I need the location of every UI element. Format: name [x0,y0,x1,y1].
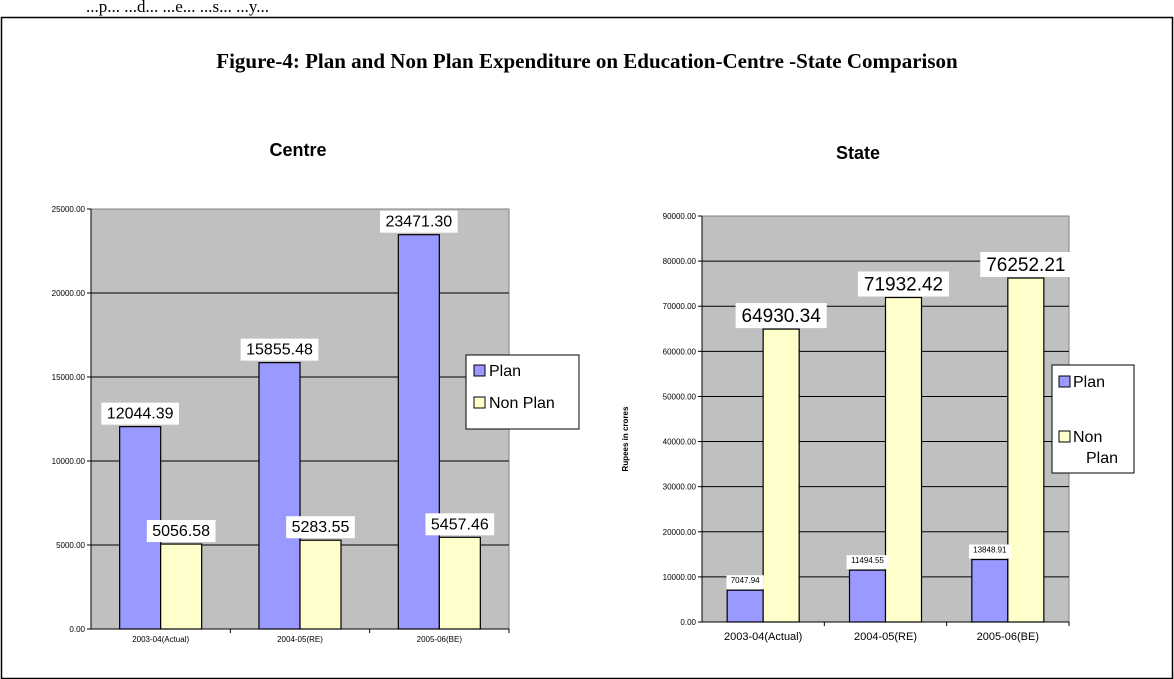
centre-legend-plan-label: Plan [489,363,521,380]
centre-data-label-bg [379,210,458,233]
centre-y-tick-label: 5000.00 [56,541,85,550]
centre-legend-plan-swatch [473,364,486,377]
centre-y-tick-label: 10000.00 [52,457,86,466]
state-y-tick-label: 50000.00 [663,392,697,401]
state-data-label-bg [968,544,1011,559]
header-text-fragment: ...p... ...d... ...e... ...s... ...y... [86,0,269,16]
centre-data-label-plan: 23471.30 [385,214,452,231]
state-data-label-non-plan: 76252.21 [986,255,1065,276]
state-bar-plan [848,569,887,623]
state-data-label-bg [846,555,889,570]
centre-legend-non-plan-swatch [473,396,486,409]
centre-x-tick-label: 2005-06(BE) [417,635,463,644]
state-legend-non-plan-swatch [1058,430,1071,443]
state-data-label-bg [735,303,827,329]
centre-bar-non-plan [160,543,203,630]
centre-bar-non-plan [299,539,342,630]
state-y-tick-label: 70000.00 [663,302,697,311]
state-data-label-bg [980,252,1072,278]
state-data-label-non-plan: 64930.34 [742,306,822,327]
centre-data-label-bg [146,520,216,543]
state-data-label-plan: 7047.94 [731,576,760,585]
state-y-tick-label: 40000.00 [663,438,697,447]
centre-y-axis: 0.00 5000.00 10000.00 15000.00 20000.00 25000… [52,205,92,634]
state-chart-title: State [836,143,880,163]
state-data-label-bg [726,575,764,590]
centre-data-label-plan: 12044.39 [107,406,174,423]
centre-y-tick-label: 20000.00 [52,289,86,298]
centre-chart-title: Centre [269,140,326,160]
centre-legend-non-plan-label: Non Plan [489,395,555,412]
centre-bar-plan [397,234,440,630]
state-legend-plan-swatch [1058,375,1071,388]
state-data-labels: 7047.94 64930.34 11494.55 71932.42 13848.91 7… [726,252,1072,590]
state-y-tick-label: 30000.00 [663,483,697,492]
centre-x-tick-label: 2003-04(Actual) [132,635,189,644]
state-x-tick-label: 2004-05(RE) [854,631,917,643]
state-y-tick-label: 10000.00 [663,573,697,582]
state-bar-plan [971,558,1009,623]
centre-data-label-plan: 15855.48 [246,342,313,359]
state-y-tick-label: 60000.00 [663,347,697,356]
state-bar-non-plan [1007,277,1045,623]
centre-x-axis: 2003-04(Actual) 2004-05(RE) 2005-06(BE) [91,628,510,644]
centre-y-tick-label: 15000.00 [52,373,86,382]
centre-data-label-non-plan: 5457.46 [431,516,489,533]
figure-title: Figure-4: Plan and Non Plan Expenditure … [216,49,958,73]
state-y-tick-label: 80000.00 [663,257,697,266]
state-legend-non-plan-label-line2: Plan [1086,450,1118,467]
state-x-tick-label: 2005-06(BE) [977,631,1039,643]
state-data-label-plan: 11494.55 [851,556,884,565]
centre-chart: Centre 0.00 5000.00 10000.00 15000.00 20000.… [52,140,580,644]
state-data-label-non-plan: 71932.42 [864,275,943,296]
state-y-tick-label: 90000.00 [663,212,697,221]
centre-bars [119,234,481,630]
state-data-label-bg [857,271,950,297]
state-x-tick-label: 2003-04(Actual) [724,631,802,643]
state-bar-plan [726,589,764,623]
state-bars [726,277,1045,623]
centre-legend: Plan Non Plan [465,354,580,430]
centre-x-tick-label: 2004-05(RE) [277,635,323,644]
state-x-axis: 2003-04(Actual) 2004-05(RE) 2005-06(BE) [702,621,1070,643]
centre-bar-plan [258,362,301,630]
state-legend: Plan Non Plan [1051,364,1135,474]
state-chart: State Rupees in crores 0.00 10000.00 20000… [621,143,1135,643]
state-y-axis: 0.00 10000.00 20000.00 30000.00 40000.00 5000… [663,212,703,627]
centre-y-tick-label: 0.00 [69,625,85,634]
centre-data-label-bg [425,513,495,536]
state-bar-non-plan [762,328,800,623]
centre-data-label-non-plan: 5056.58 [152,523,210,540]
centre-data-label-bg [240,338,319,361]
state-bar-non-plan [884,296,923,623]
state-y-tick-label: 20000.00 [663,528,697,537]
state-y-tick-label: 0.00 [680,618,696,627]
state-data-label-plan: 13848.91 [973,546,1007,555]
centre-data-label-bg [286,516,355,539]
state-legend-plan-label: Plan [1073,374,1105,391]
centre-y-tick-label: 25000.00 [52,205,86,214]
centre-bar-non-plan [438,536,481,630]
centre-data-labels: 12044.39 5056.58 15855.48 5283.55 23471.30 54… [101,210,495,543]
state-legend-non-plan-label-line1: Non [1073,429,1102,446]
centre-data-label-bg [101,402,180,425]
centre-data-label-non-plan: 5283.55 [292,519,350,536]
state-y-axis-label: Rupees in crores [621,406,630,471]
